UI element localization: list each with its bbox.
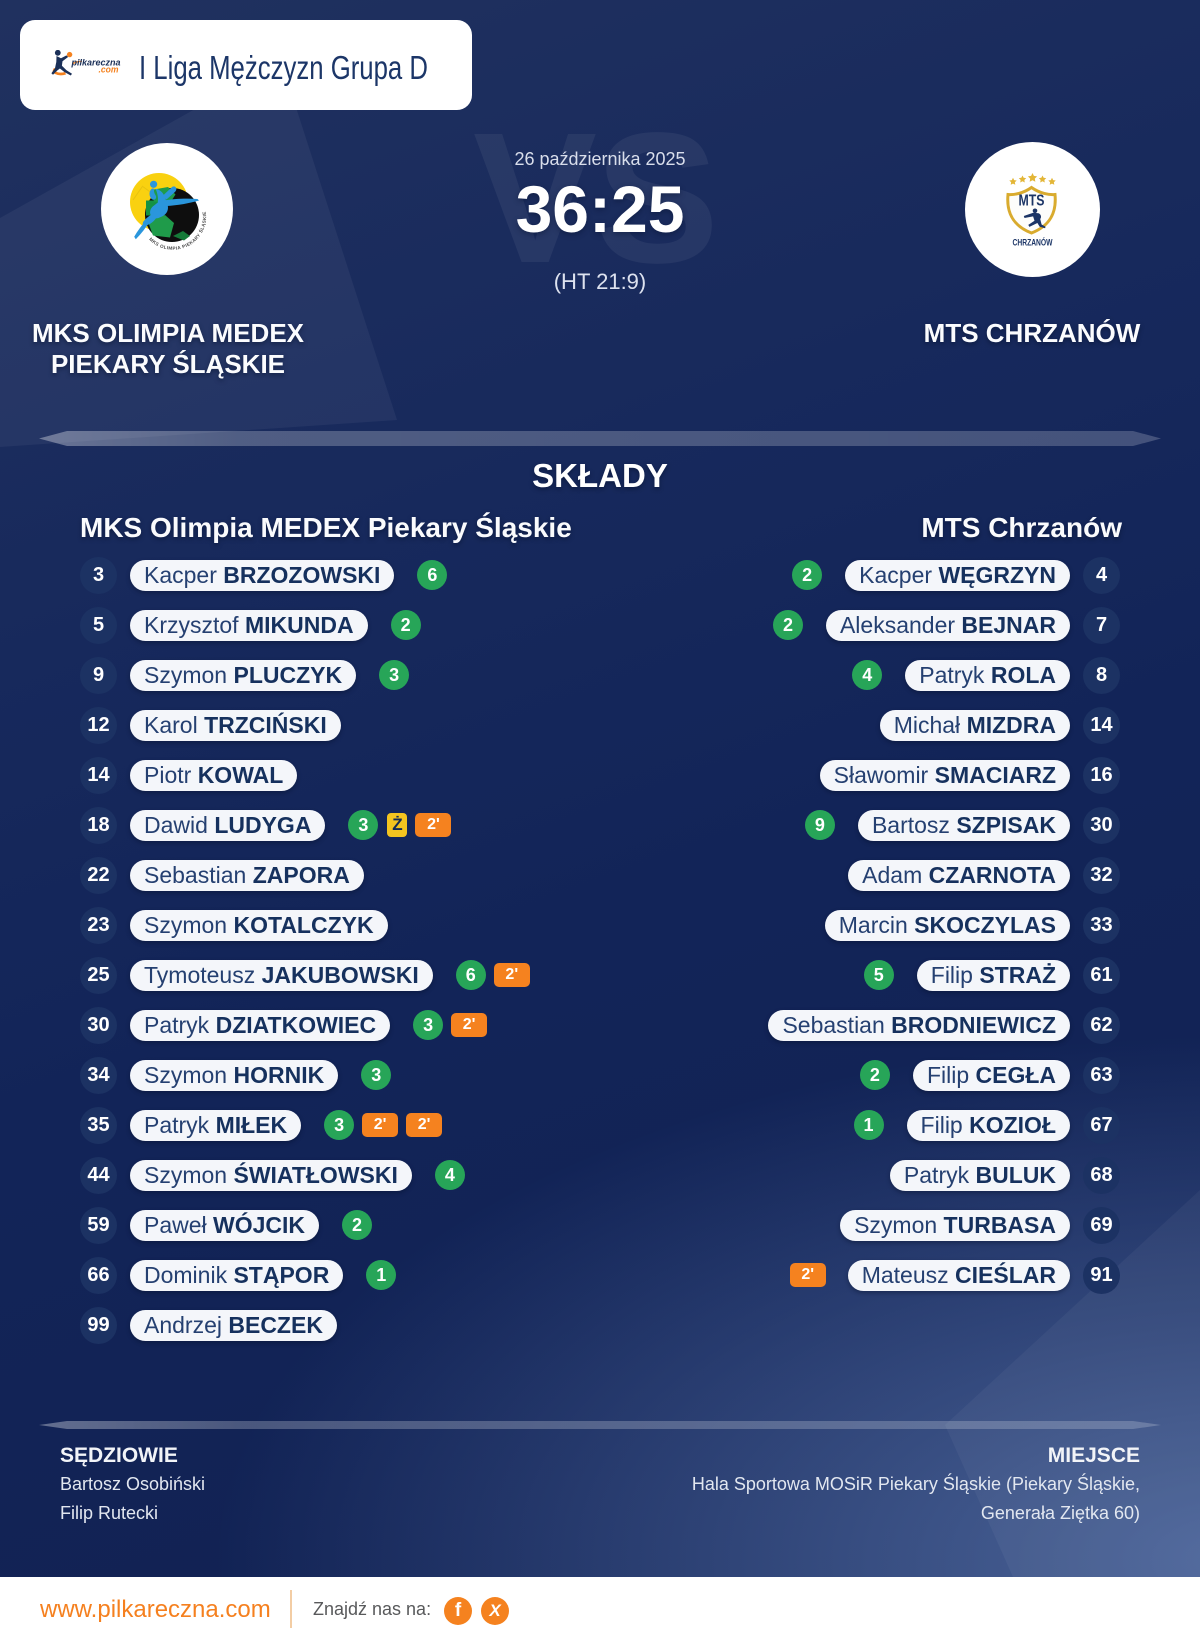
svg-text:pilkareczna: pilkareczna xyxy=(71,58,121,69)
svg-text:.com: .com xyxy=(99,65,119,75)
svg-text:CHRZANÓW: CHRZANÓW xyxy=(1013,237,1053,249)
svg-text:MTS: MTS xyxy=(1019,193,1045,210)
